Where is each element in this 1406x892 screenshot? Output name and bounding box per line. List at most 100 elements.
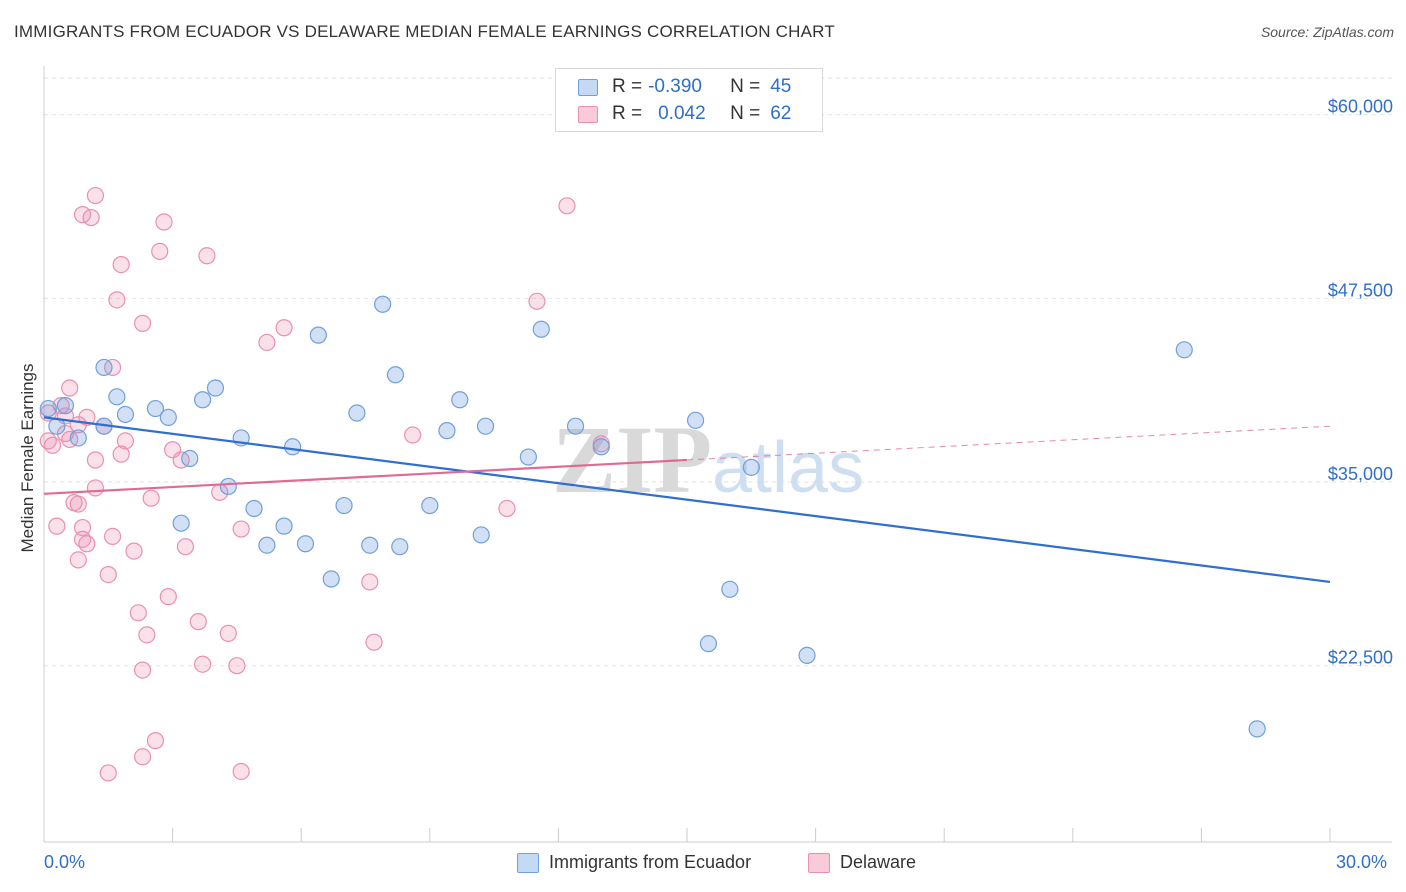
delaware-legend-swatch [808, 852, 830, 873]
delaware-point [198, 247, 216, 265]
correlation-legend: R = -0.390 N = 45 R = 0.042 N = 62 [555, 68, 823, 132]
delaware-point [155, 213, 173, 231]
ecuador-point [335, 496, 353, 515]
delaware-point [151, 242, 169, 260]
ecuador-legend-swatch [517, 852, 539, 873]
ecuador-point [798, 646, 816, 665]
ecuador-point [391, 538, 409, 556]
delaware-point [528, 292, 546, 310]
ecuador-point [476, 417, 495, 435]
y-tick-label: $60,000 [1328, 97, 1393, 117]
delaware-point [43, 436, 62, 454]
delaware-point [133, 661, 152, 679]
delaware-point [275, 319, 293, 337]
ecuador-point [245, 499, 263, 518]
delaware-point [61, 379, 79, 397]
delaware-point [133, 748, 152, 766]
ecuador-point [296, 535, 315, 553]
ecuador-point [69, 429, 87, 447]
delaware-point [146, 732, 165, 750]
delaware-point [361, 573, 379, 591]
ecuador-point [686, 411, 705, 429]
delaware-point [112, 255, 130, 274]
x-axis-max-label: 30.0% [1336, 852, 1388, 872]
delaware-point [232, 762, 250, 781]
y-tick-label: $35,000 [1328, 464, 1393, 484]
ecuador-point [386, 366, 405, 384]
delaware-point [138, 626, 156, 644]
delaware-point [365, 633, 383, 651]
delaware-point [69, 495, 87, 513]
delaware-point [52, 397, 70, 415]
ecuador-point [1175, 341, 1193, 359]
ecuador-point [742, 458, 760, 476]
legend-row-ecuador: R = -0.390 N = 45 [578, 74, 791, 100]
ecuador-point [519, 448, 537, 466]
delaware-trend-line [43, 458, 688, 495]
ecuador-point [284, 438, 302, 456]
delaware-point [112, 445, 130, 463]
delaware-point [61, 430, 79, 449]
delaware-point [103, 527, 122, 546]
ecuador-point [322, 570, 340, 588]
ecuador-point [56, 397, 75, 415]
ecuador-point [451, 391, 469, 409]
ecuador-trend-line [43, 416, 1331, 584]
ecuador-point [721, 580, 739, 598]
delaware-swatch [578, 105, 598, 123]
n-label: N = [730, 103, 761, 124]
delaware-point [86, 479, 105, 497]
bottom-legend-delaware: Delaware [808, 852, 916, 873]
n-value: 45 [770, 76, 792, 97]
r-value: 0.042 [658, 103, 706, 124]
delaware-point [172, 451, 190, 469]
ecuador-point [472, 526, 490, 544]
ecuador-point [532, 320, 550, 338]
delaware-point [194, 655, 212, 673]
ecuador-swatch [578, 78, 598, 96]
legend-row-delaware: R = 0.042 N = 62 [578, 101, 791, 127]
delaware-point [129, 604, 147, 622]
delaware-point [258, 333, 276, 352]
delaware-point [228, 657, 246, 675]
ecuador-point [172, 514, 190, 532]
r-label: R = [612, 76, 643, 97]
ecuador-point [206, 379, 225, 397]
ecuador-point [159, 408, 177, 426]
r-value: -0.390 [648, 76, 702, 97]
watermark-atlas: atlas [712, 428, 864, 508]
ecuador-point [566, 417, 585, 435]
delaware-point [404, 426, 422, 444]
ecuador-point [194, 391, 212, 409]
delaware-point [176, 538, 195, 556]
delaware-trend-extension [686, 425, 1331, 461]
delaware-point [159, 588, 177, 606]
delaware-point [108, 291, 126, 309]
chart-title: IMMIGRANTS FROM ECUADOR VS DELAWARE MEDI… [14, 22, 835, 41]
ecuador-point [219, 477, 237, 496]
y-tick-label: $47,500 [1328, 280, 1393, 300]
delaware-point [116, 432, 135, 450]
ecuador-point [438, 422, 456, 440]
delaware-point [73, 518, 92, 537]
ecuador-point [421, 496, 439, 515]
bottom-legend-ecuador: Immigrants from Ecuador [517, 852, 751, 873]
delaware-point [125, 542, 143, 560]
ecuador-point [181, 449, 199, 468]
delaware-point [498, 499, 516, 518]
delaware-point [69, 551, 87, 569]
ecuador-point [258, 536, 276, 554]
y-axis-title: Median Female Earnings [18, 364, 37, 553]
delaware-point [142, 489, 160, 507]
delaware-point [133, 314, 152, 332]
y-tick-label: $22,500 [1328, 648, 1393, 668]
n-value: 62 [770, 103, 792, 124]
delaware-legend-label: Delaware [840, 852, 917, 872]
delaware-point [189, 613, 207, 631]
delaware-point [48, 517, 66, 535]
ecuador-point [116, 405, 135, 424]
delaware-point [99, 764, 117, 782]
delaware-point [558, 197, 576, 215]
ecuador-point [95, 358, 113, 377]
